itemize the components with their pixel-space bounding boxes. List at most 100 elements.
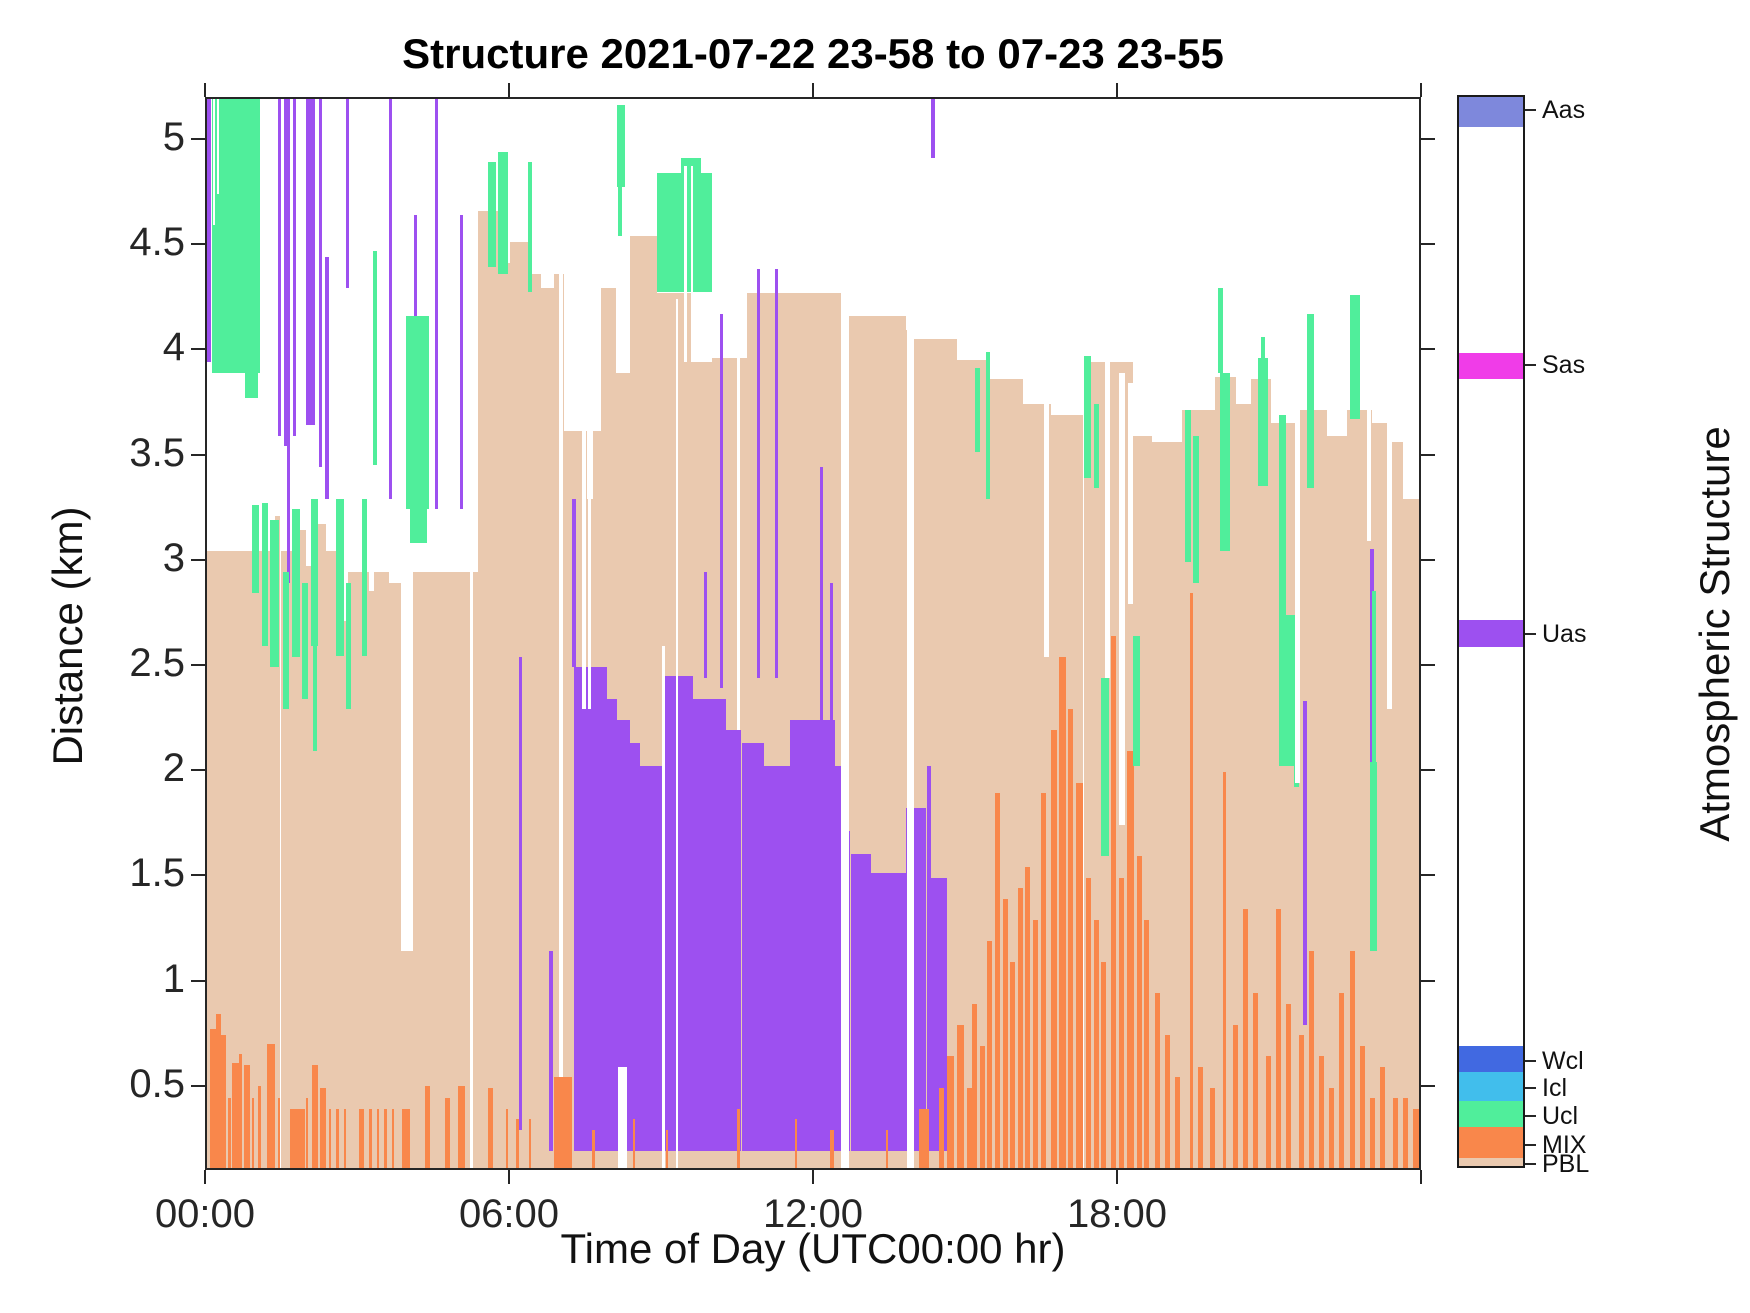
ucl-segment <box>656 172 712 293</box>
x-tick-label: 18:00 <box>1066 1192 1168 1236</box>
mix-segment <box>1233 1024 1239 1168</box>
mix-segment <box>554 1077 572 1168</box>
mix-segment <box>1379 1066 1385 1168</box>
ucl-segment <box>336 498 344 657</box>
x-tick <box>204 1170 206 1184</box>
uas-segment <box>574 667 608 1151</box>
mix-segment <box>1025 866 1031 1168</box>
x-tick-label: 00:00 <box>154 1192 256 1236</box>
ucl-segment <box>291 509 300 657</box>
missing-data-gap <box>675 298 679 1168</box>
mix-segment <box>402 1108 410 1168</box>
pbl-segment <box>1402 498 1419 1168</box>
x-tick <box>508 1170 510 1184</box>
uas-segment <box>835 765 843 1151</box>
mix-segment <box>1197 1066 1203 1168</box>
y-tick <box>191 138 205 141</box>
ucl-segment <box>361 498 367 657</box>
x-tick <box>812 1170 814 1184</box>
mix-segment <box>1319 1056 1325 1168</box>
uas-segment <box>789 719 836 1151</box>
uas-segment <box>719 313 723 689</box>
mix-segment <box>665 1129 668 1168</box>
colorbar-label-sas: Sas <box>1542 350 1586 379</box>
colorbar-label-mix: MIX <box>1542 1130 1587 1159</box>
colorbar-block-wcl <box>1459 1046 1523 1073</box>
colorbar-tick <box>1525 109 1536 112</box>
mix-segment <box>228 1098 231 1168</box>
colorbar-tick <box>1525 363 1536 366</box>
y-tick <box>191 348 205 351</box>
colorbar-tick <box>1525 632 1536 635</box>
ucl-segment <box>1369 761 1378 952</box>
mix-segment <box>885 1129 889 1168</box>
ucl-segment <box>1349 294 1360 419</box>
pbl-segment <box>338 620 348 1168</box>
ucl-segment <box>488 162 496 268</box>
y-tick-right <box>1421 979 1435 982</box>
mix-segment <box>328 1108 332 1168</box>
mix-segment <box>1265 1056 1271 1168</box>
mix-segment <box>1050 730 1058 1168</box>
ucl-segment <box>1260 336 1265 358</box>
mix-segment <box>794 1119 798 1168</box>
ucl-segment <box>409 509 428 543</box>
mix-segment <box>1392 1098 1398 1168</box>
uas-segment <box>830 582 834 720</box>
y-tick-right <box>1421 874 1435 877</box>
uas-segment <box>870 873 907 1151</box>
y-tick <box>191 453 205 456</box>
colorbar-tick <box>1525 1059 1536 1062</box>
mix-segment <box>1101 961 1107 1168</box>
mix-segment <box>336 1108 339 1168</box>
y-tick <box>191 243 205 246</box>
missing-data-gap <box>684 166 687 362</box>
colorbar-block-uas <box>1459 620 1523 647</box>
uas-segment <box>460 214 464 510</box>
mix-segment <box>1075 782 1084 1168</box>
pbl-segment <box>528 273 542 1168</box>
uas-segment <box>571 498 576 667</box>
colorbar-label-ucl: Ucl <box>1542 1102 1579 1131</box>
mix-segment <box>384 1108 387 1168</box>
uas-segment <box>1303 700 1307 1025</box>
ucl-segment <box>1184 410 1191 562</box>
mix-segment <box>1412 1108 1419 1168</box>
missing-data-gap <box>1386 423 1392 710</box>
uas-segment <box>741 742 765 1151</box>
colorbar-block-ucl <box>1459 1101 1523 1128</box>
y-tick-right <box>1421 1084 1435 1087</box>
x-tick <box>1116 1170 1118 1184</box>
mix-segment <box>305 1098 309 1168</box>
missing-data-gap <box>690 166 694 362</box>
uas-segment <box>726 730 742 1151</box>
mix-segment <box>1402 1098 1408 1168</box>
missing-data-gap <box>1044 393 1050 657</box>
colorbar-tick <box>1525 1087 1536 1090</box>
missing-data-gap <box>588 425 591 710</box>
pbl-segment <box>541 288 555 1168</box>
mix-segment <box>1119 877 1125 1168</box>
mix-segment <box>359 1108 365 1168</box>
y-tick-right <box>1421 664 1435 667</box>
ucl-segment <box>1093 404 1099 489</box>
ucl-segment <box>498 151 509 274</box>
mix-segment <box>956 1024 965 1168</box>
uas-segment <box>277 99 282 436</box>
ucl-segment <box>302 582 309 699</box>
mix-segment <box>424 1085 430 1168</box>
y-tick-label: 2.5 <box>129 641 185 686</box>
mix-segment <box>1002 898 1008 1168</box>
mix-segment <box>1210 1087 1216 1168</box>
y-tick-label: 1.5 <box>129 851 185 896</box>
ucl-segment <box>527 162 533 293</box>
mix-segment <box>457 1085 466 1168</box>
ucl-segment <box>251 505 259 594</box>
colorbar-block-mix <box>1459 1127 1523 1158</box>
uas-segment <box>287 99 291 583</box>
mix-segment <box>528 1119 532 1168</box>
uas-segment <box>850 854 871 1151</box>
pbl-segment <box>490 263 496 1168</box>
missing-data-gap <box>1367 372 1372 541</box>
